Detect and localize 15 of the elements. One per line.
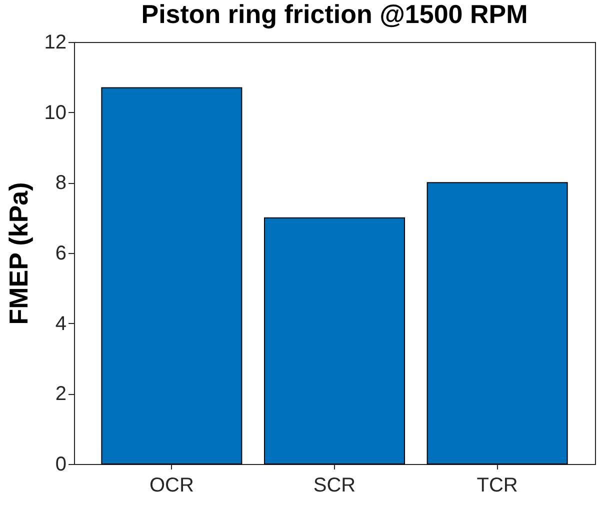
y-tick-label: 6 xyxy=(55,242,66,264)
y-tick-label: 10 xyxy=(44,102,66,124)
chart-title: Piston ring friction @1500 RPM xyxy=(141,0,528,29)
y-tick-label: 8 xyxy=(55,172,66,194)
x-tick-label: TCR xyxy=(476,474,518,496)
y-axis-title: FMEP (kPa) xyxy=(3,182,34,325)
bar xyxy=(264,217,405,464)
x-tick-label: OCR xyxy=(149,474,194,496)
y-tick-label: 2 xyxy=(55,383,66,406)
bar xyxy=(101,87,242,464)
y-tick-label: 4 xyxy=(55,312,66,335)
y-tick-label: 0 xyxy=(55,454,66,476)
y-tick-label: 12 xyxy=(44,32,66,54)
bar xyxy=(426,182,568,464)
x-tick-label: SCR xyxy=(313,474,356,496)
